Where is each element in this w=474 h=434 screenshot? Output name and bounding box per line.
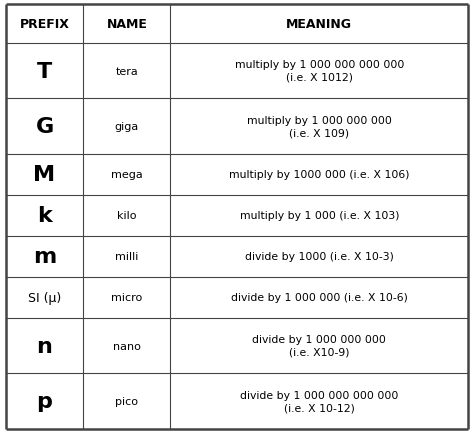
- Text: divide by 1000 (i.e. X 10-3): divide by 1000 (i.e. X 10-3): [245, 252, 394, 262]
- Text: kilo: kilo: [117, 211, 137, 221]
- Text: k: k: [37, 206, 52, 226]
- Text: divide by 1 000 000 000
(i.e. X10-9): divide by 1 000 000 000 (i.e. X10-9): [253, 335, 386, 357]
- Text: divide by 1 000 000 (i.e. X 10-6): divide by 1 000 000 (i.e. X 10-6): [231, 293, 408, 302]
- Text: milli: milli: [115, 252, 138, 262]
- Text: pico: pico: [115, 396, 138, 406]
- Text: nano: nano: [113, 341, 141, 351]
- Text: giga: giga: [115, 122, 139, 132]
- Text: mega: mega: [111, 170, 143, 180]
- Text: M: M: [34, 165, 55, 185]
- Text: multiply by 1000 000 (i.e. X 106): multiply by 1000 000 (i.e. X 106): [229, 170, 410, 180]
- Text: m: m: [33, 247, 56, 267]
- Text: n: n: [36, 336, 53, 356]
- Text: multiply by 1 000 (i.e. X 103): multiply by 1 000 (i.e. X 103): [239, 211, 399, 221]
- Text: NAME: NAME: [107, 18, 147, 31]
- Text: multiply by 1 000 000 000 000
(i.e. X 1012): multiply by 1 000 000 000 000 (i.e. X 10…: [235, 60, 404, 82]
- Text: SI (μ): SI (μ): [28, 291, 61, 304]
- Text: divide by 1 000 000 000 000
(i.e. X 10-12): divide by 1 000 000 000 000 (i.e. X 10-1…: [240, 390, 399, 412]
- Text: tera: tera: [116, 66, 138, 76]
- Text: p: p: [36, 391, 53, 411]
- Text: micro: micro: [111, 293, 143, 302]
- Text: G: G: [36, 117, 54, 137]
- Text: MEANING: MEANING: [286, 18, 352, 31]
- Text: PREFIX: PREFIX: [19, 18, 70, 31]
- Text: multiply by 1 000 000 000
(i.e. X 109): multiply by 1 000 000 000 (i.e. X 109): [247, 115, 392, 138]
- Text: T: T: [37, 61, 52, 81]
